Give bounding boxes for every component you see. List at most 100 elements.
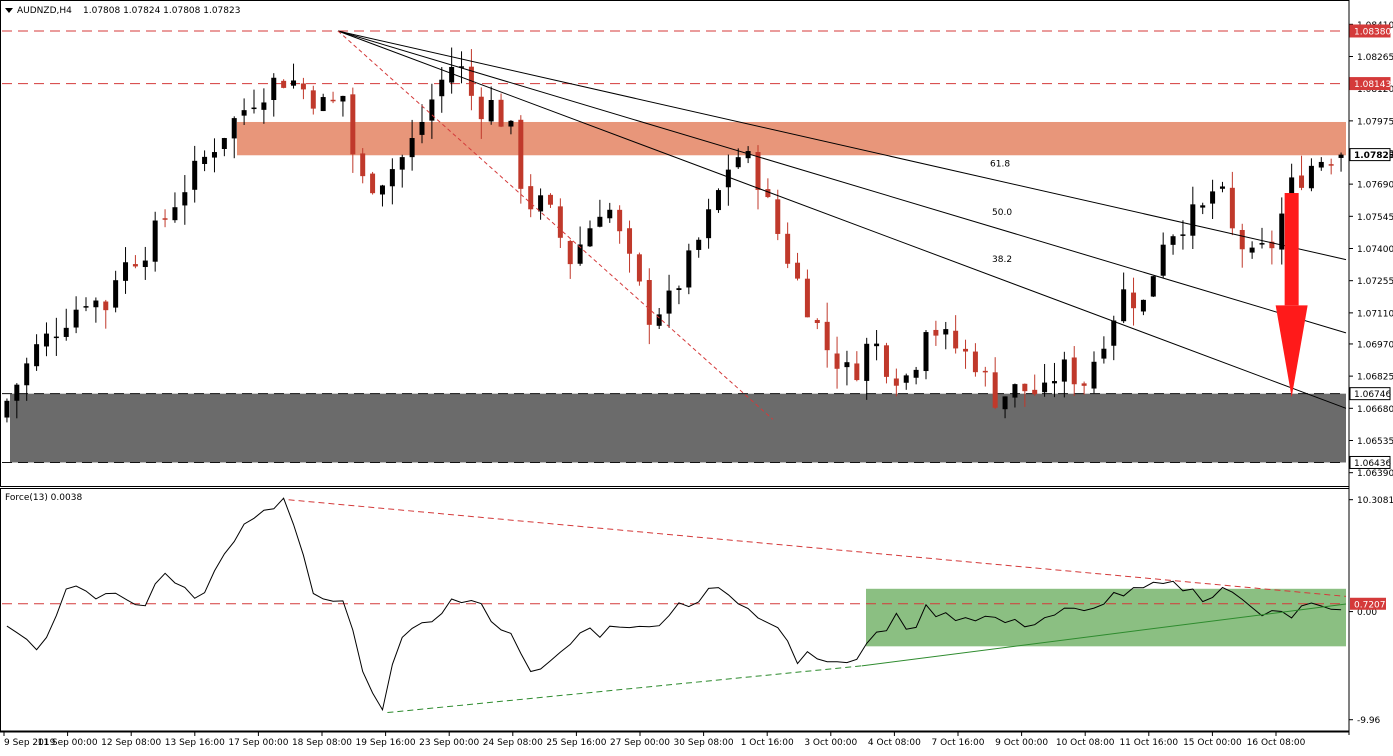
candle-body [14, 384, 20, 401]
candle-body [1042, 382, 1048, 393]
fan-line [337, 30, 1347, 334]
level-label-box [1349, 24, 1391, 38]
menu-triangle-icon [5, 8, 13, 13]
candle-body [1200, 205, 1206, 208]
candle-body [1111, 320, 1117, 346]
candle-body [103, 301, 109, 311]
candle-body [775, 199, 781, 234]
candle-body [271, 77, 277, 101]
price-tick-label: 1.07255 [1357, 277, 1393, 287]
candle-body [676, 288, 682, 291]
candle-body [567, 240, 573, 265]
price-tick-label: 1.07545 [1357, 213, 1393, 223]
candle-body [1249, 247, 1255, 253]
candle-body [1131, 292, 1137, 309]
candle-body [261, 102, 267, 110]
candle-body [834, 353, 840, 369]
candle-body [399, 157, 405, 170]
date-tick-label: 18 Sep 08:00 [292, 738, 352, 748]
level-label-box [1349, 77, 1391, 91]
candle-body [735, 157, 741, 168]
date-tick-label: 27 Sep 00:00 [610, 738, 670, 748]
candle-body [597, 216, 603, 227]
candle-body [1328, 164, 1334, 166]
candle-body [449, 66, 455, 83]
candle-body [409, 138, 415, 158]
candle-body [1091, 361, 1097, 389]
date-tick-label: 30 Sep 08:00 [674, 738, 734, 748]
candle-body [824, 321, 830, 351]
candle-body [1338, 154, 1344, 158]
fan-base-line [337, 30, 774, 420]
price-tick-label: 1.06970 [1357, 340, 1393, 350]
date-tick-label: 9 Sep 2019 [4, 738, 56, 748]
date-tick-label: 10 Oct 08:00 [1056, 738, 1115, 748]
date-tick-label: 17 Sep 00:00 [228, 738, 288, 748]
date-tick-label: 12 Sep 08:00 [101, 738, 161, 748]
price-tick-label: 1.06390 [1357, 469, 1393, 479]
candle-body [854, 363, 860, 381]
candle-body [241, 110, 247, 116]
candle-body [123, 262, 129, 281]
candle-body [281, 80, 287, 88]
price-tick-label: 1.06825 [1357, 373, 1393, 383]
price-tick-label: 1.06535 [1357, 437, 1393, 447]
candle-body [1032, 389, 1038, 395]
candle-body [844, 362, 850, 368]
candle-body [93, 300, 99, 308]
candle-body [1180, 234, 1186, 236]
candle-body [1239, 229, 1245, 250]
force-level-label: 0.7207 [1354, 600, 1386, 610]
resistance-zone [237, 121, 1346, 156]
candle-body [1279, 213, 1285, 250]
candle-body [320, 97, 326, 112]
candle-body [715, 190, 721, 211]
candle-body [1318, 161, 1324, 168]
candle-body [933, 329, 939, 336]
candle-body [607, 209, 613, 219]
candle-body [992, 372, 998, 408]
date-tick-label: 16 Oct 08:00 [1247, 738, 1306, 748]
candle-body [1061, 359, 1067, 382]
date-tick-label: 11 Sep 00:00 [38, 738, 98, 748]
level-label: 1.08143 [1354, 80, 1391, 90]
candle-body [972, 351, 978, 373]
date-tick-label: 7 Oct 16:00 [932, 738, 985, 748]
support-zone [10, 393, 1346, 463]
level-label-box [1349, 387, 1391, 401]
candle-body [745, 151, 751, 159]
candle-body [755, 152, 761, 190]
level-label: 1.08380 [1354, 27, 1391, 37]
date-tick-label: 1 Oct 16:00 [741, 738, 794, 748]
price-tick-label: 1.08120 [1357, 85, 1393, 95]
candle-body [1101, 348, 1107, 359]
candle-body [636, 254, 642, 282]
date-tick-label: 11 Oct 16:00 [1119, 738, 1178, 748]
candle-body [1299, 175, 1305, 188]
chart-symbol: AUDNZD,H4 [17, 6, 72, 16]
candle-body [1308, 165, 1314, 189]
candle-body [627, 228, 633, 254]
candle-body [508, 120, 514, 127]
fib-label: 50.0 [992, 208, 1012, 218]
candle-body [577, 244, 583, 264]
force-uptrend-solid [861, 603, 1347, 667]
price-tick-label: 1.08265 [1357, 53, 1393, 63]
date-tick-label: 19 Sep 16:00 [356, 738, 416, 748]
candle-body [706, 209, 712, 239]
candle-body [547, 194, 553, 205]
candle-body [963, 348, 969, 352]
candle-body [1160, 244, 1166, 276]
candle-body [557, 206, 563, 238]
candle-body [43, 333, 49, 347]
candle-body [1269, 241, 1275, 249]
candle-body [113, 280, 119, 308]
candle-body [666, 290, 672, 314]
candle-body [231, 118, 237, 139]
candle-body [202, 156, 208, 164]
candle-body [370, 173, 376, 194]
candle-body [34, 344, 40, 367]
projection-arrow-head [1275, 305, 1308, 398]
